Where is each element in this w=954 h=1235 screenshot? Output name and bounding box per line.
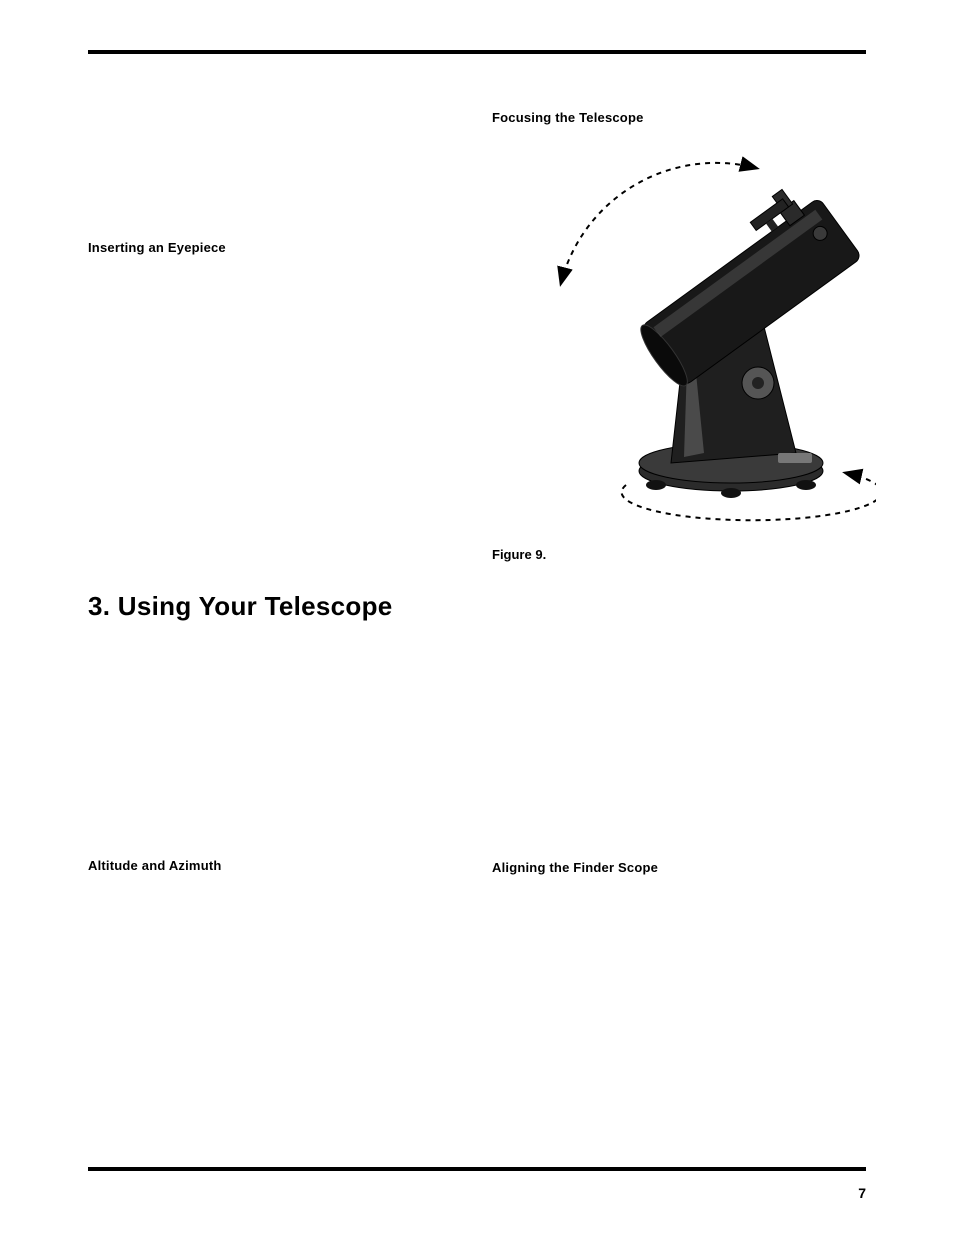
spacer: [88, 263, 462, 563]
left-column: Inserting an Eyepiece 3. Using Your Tele…: [88, 102, 462, 883]
base-label: [778, 453, 812, 463]
top-rule: [88, 50, 866, 54]
spacer: [492, 133, 866, 143]
base-foot: [721, 488, 741, 498]
spacer: [492, 562, 866, 852]
right-column: Focusing the Telescope: [492, 102, 866, 883]
base-foot: [796, 480, 816, 490]
figure-9: [492, 153, 866, 543]
section-heading-using-telescope: 3. Using Your Telescope: [88, 591, 462, 622]
heading-altitude-azimuth: Altitude and Azimuth: [88, 858, 462, 873]
telescope-illustration: [496, 153, 876, 533]
spacer: [88, 640, 462, 850]
base-foot: [646, 480, 666, 490]
spacer: [88, 102, 462, 232]
page-number: 7: [858, 1185, 866, 1201]
heading-inserting-eyepiece: Inserting an Eyepiece: [88, 240, 462, 255]
two-column-layout: Inserting an Eyepiece 3. Using Your Tele…: [88, 102, 866, 883]
figure-9-caption: Figure 9.: [492, 547, 866, 562]
bottom-rule: [88, 1167, 866, 1171]
altitude-bearing-hub: [752, 377, 764, 389]
heading-aligning-finder: Aligning the Finder Scope: [492, 860, 866, 875]
page: Inserting an Eyepiece 3. Using Your Tele…: [0, 0, 954, 1235]
heading-focusing-telescope: Focusing the Telescope: [492, 110, 866, 125]
